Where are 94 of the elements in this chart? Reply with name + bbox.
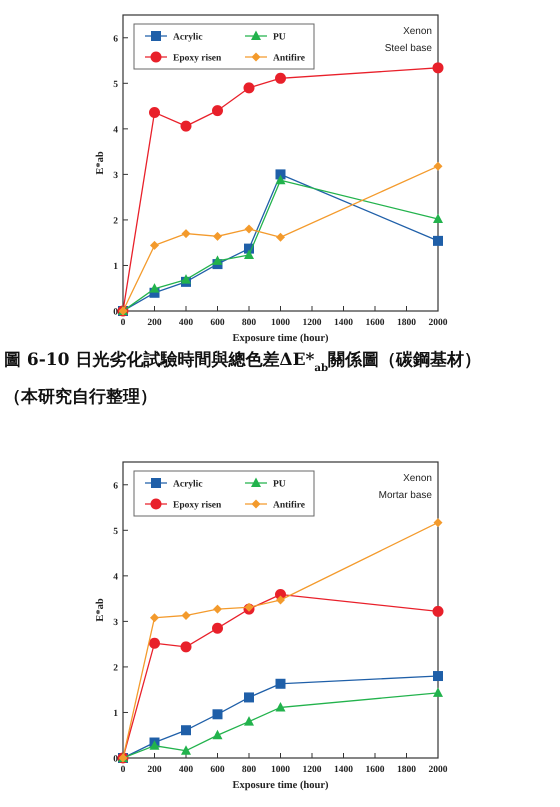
caption: 圖 6-10 日光劣化試驗時間與總色差ΔE*$_{ab}$關係圖（碳鋼基材）: [4, 350, 482, 374]
point: [276, 174, 286, 184]
point: [149, 638, 160, 649]
legend-label: Epoxy risen: [173, 54, 222, 64]
text: （本研究自行整理）: [4, 387, 157, 407]
point: [212, 709, 222, 720]
point: [181, 274, 191, 284]
point: [150, 613, 159, 622]
x-tick-label: 2000: [428, 765, 448, 775]
x-axis-title: Exposure time (hour): [232, 333, 330, 344]
x-tick-label: 600: [210, 318, 225, 328]
y-tick-label: 6: [113, 34, 118, 44]
y-tick-label: 3: [113, 170, 118, 181]
point: [276, 678, 286, 689]
legend-label: Antifire: [273, 500, 306, 510]
point: [150, 240, 159, 250]
x-tick-label: 1600: [366, 765, 385, 775]
y-tick-label: 1: [113, 708, 118, 719]
x-tick-label: 200: [147, 318, 162, 328]
y-tick-label: 4: [113, 572, 118, 582]
point: [276, 702, 286, 712]
y-tick-label: 3: [113, 618, 118, 628]
x-tick-label: 1200: [302, 765, 322, 775]
point: [434, 162, 442, 171]
legend-label: Antifire: [273, 54, 306, 64]
x-tick-label: 1000: [271, 318, 290, 328]
x-tick-label: 1800: [397, 765, 416, 775]
point: [212, 105, 223, 116]
y-tick-label: 6: [113, 481, 118, 492]
point: [276, 232, 285, 242]
annotation: Xenon: [403, 473, 432, 484]
annotation: Xenon: [403, 26, 432, 37]
point: [182, 610, 190, 620]
point: [150, 283, 160, 293]
point: [212, 730, 222, 740]
legend-label: PU: [273, 480, 286, 490]
point: [275, 72, 286, 84]
annotation: Steel base: [384, 43, 432, 54]
point: [244, 82, 254, 94]
x-tick-label: 1200: [302, 318, 322, 328]
x-tick-label: 1600: [366, 318, 385, 328]
legend-label: Acrylic: [173, 32, 203, 42]
x-tick-label: 400: [178, 765, 194, 775]
x-axis-title: Exposure time (hour): [232, 780, 330, 791]
x-tick-label: 1400: [334, 318, 354, 328]
point: [244, 692, 254, 702]
y-tick-label: 5: [113, 80, 118, 90]
point: [244, 249, 254, 259]
point: [433, 671, 443, 682]
point: [432, 62, 444, 74]
x-tick-label: 200: [147, 765, 162, 775]
x-tick-label: 800: [242, 318, 256, 328]
point: [182, 229, 190, 238]
point: [244, 224, 254, 234]
y-tick-label: 0: [113, 754, 118, 764]
point: [433, 214, 443, 224]
point: [433, 236, 443, 246]
y-tick-label: 0: [113, 308, 118, 318]
y-tick-label: 2: [113, 216, 118, 226]
point: [434, 518, 442, 528]
x-tick-label: 0: [120, 318, 126, 328]
y-tick-label: 1: [113, 262, 118, 272]
x-tick-label: 600: [210, 765, 225, 775]
point: [276, 595, 285, 604]
point: [180, 641, 192, 652]
point: [213, 232, 222, 241]
legend-label: Acrylic: [173, 480, 203, 490]
point: [181, 745, 191, 755]
legend-label: Epoxy risen: [173, 500, 222, 510]
x-tick-label: 1000: [271, 765, 290, 775]
y-axis-title: E*ab: [95, 151, 106, 175]
annotation: Mortar base: [378, 490, 432, 501]
point: [213, 604, 222, 614]
point: [150, 740, 160, 750]
point: [212, 255, 222, 265]
x-tick-label: 800: [242, 765, 256, 775]
legend-label: PU: [273, 32, 286, 42]
point: [180, 120, 192, 132]
x-tick-label: 1400: [334, 765, 354, 775]
point: [244, 602, 254, 612]
y-tick-label: 5: [113, 526, 118, 537]
y-axis-title: E*ab: [95, 598, 106, 622]
x-tick-label: 1800: [397, 318, 416, 328]
point: [181, 725, 191, 736]
x-tick-label: 0: [120, 765, 126, 775]
x-tick-label: 400: [178, 318, 194, 328]
point: [149, 106, 160, 118]
y-tick-label: 2: [113, 663, 118, 674]
point: [244, 716, 254, 726]
y-tick-label: 4: [113, 125, 118, 136]
point: [432, 606, 444, 617]
x-tick-label: 2000: [428, 318, 448, 328]
point: [433, 687, 443, 697]
point: [212, 622, 223, 634]
